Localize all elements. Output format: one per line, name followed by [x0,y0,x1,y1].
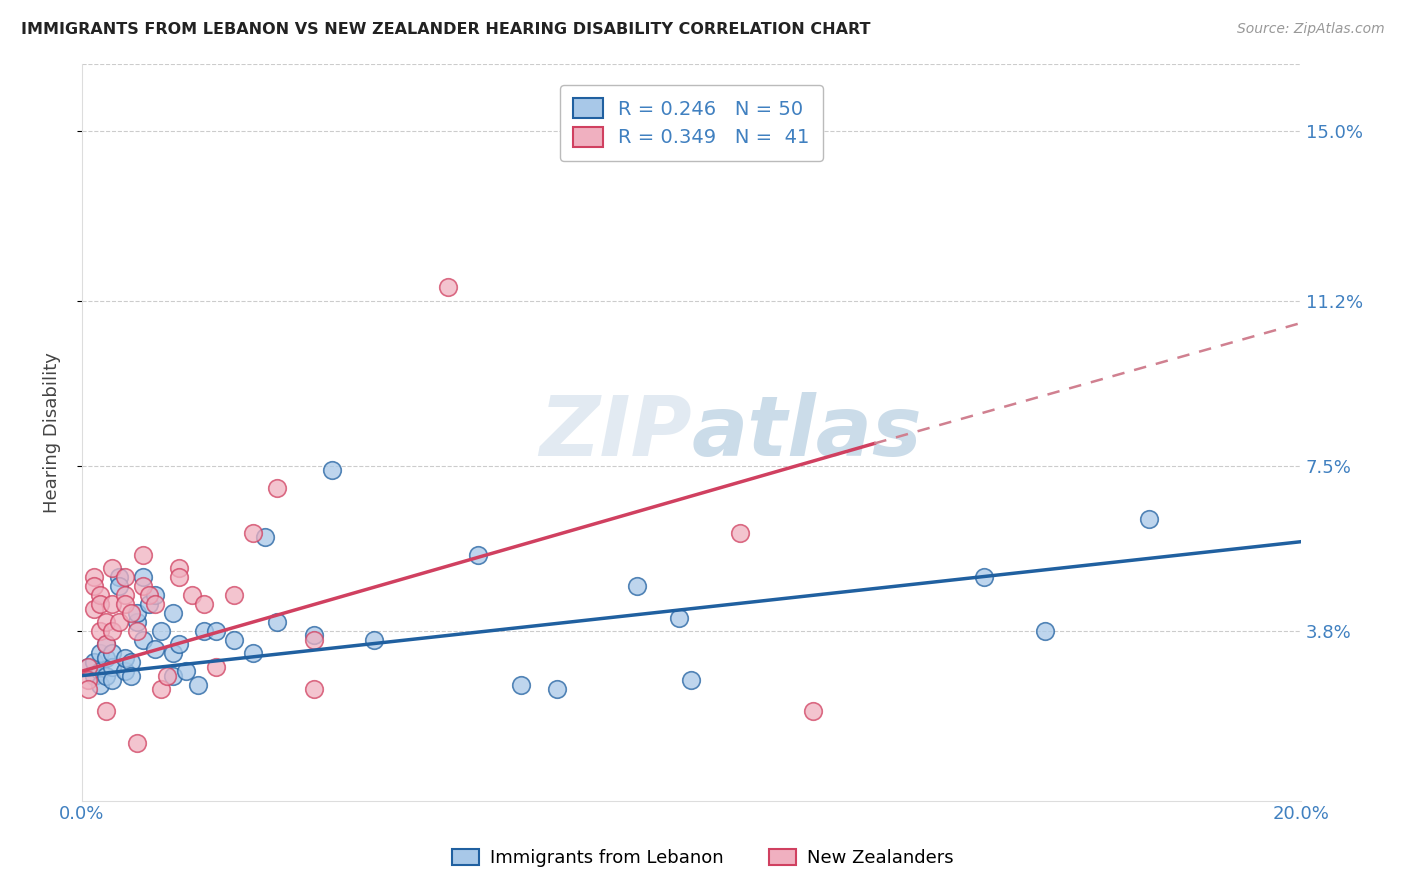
Text: ZIP: ZIP [538,392,692,473]
Point [169,561,191,575]
Point [77,659,100,673]
Point [801,704,824,718]
Point [96,615,118,629]
Point [321,463,343,477]
Point [162,646,184,660]
Point [546,681,568,696]
Point [125,735,148,749]
Point [101,597,124,611]
Point [626,579,648,593]
Legend: Immigrants from Lebanon, New Zealanders: Immigrants from Lebanon, New Zealanders [446,841,960,874]
Point [302,681,325,696]
Point [509,677,531,691]
Point [89,677,111,691]
Y-axis label: Hearing Disability: Hearing Disability [44,352,60,513]
Point [973,570,995,584]
Text: Source: ZipAtlas.com: Source: ZipAtlas.com [1237,22,1385,37]
Point [1033,624,1056,638]
Text: IMMIGRANTS FROM LEBANON VS NEW ZEALANDER HEARING DISABILITY CORRELATION CHART: IMMIGRANTS FROM LEBANON VS NEW ZEALANDER… [21,22,870,37]
Point [120,668,142,682]
Point [138,597,160,611]
Point [77,659,100,673]
Point [180,588,202,602]
Point [101,624,124,638]
Point [174,664,197,678]
Point [114,597,136,611]
Point [363,632,385,647]
Point [266,615,288,629]
Point [107,579,129,593]
Point [169,570,191,584]
Point [224,588,246,602]
Point [728,525,751,540]
Point [138,588,160,602]
Point [143,641,166,656]
Point [132,632,155,647]
Point [83,570,105,584]
Point [96,637,118,651]
Point [467,548,489,562]
Point [224,632,246,647]
Point [114,664,136,678]
Point [143,588,166,602]
Point [83,668,105,682]
Point [96,637,118,651]
Point [187,677,209,691]
Point [101,659,124,673]
Point [436,280,458,294]
Legend: R = 0.246   N = 50, R = 0.349   N =  41: R = 0.246 N = 50, R = 0.349 N = 41 [560,85,823,161]
Point [114,588,136,602]
Point [125,606,148,620]
Point [205,624,228,638]
Point [156,668,179,682]
Point [89,597,111,611]
Point [150,681,173,696]
Point [120,655,142,669]
Point [107,615,129,629]
Point [132,548,155,562]
Point [96,668,118,682]
Point [169,637,191,651]
Point [242,525,264,540]
Point [205,659,228,673]
Point [114,570,136,584]
Point [83,579,105,593]
Point [266,481,288,495]
Point [101,646,124,660]
Point [132,570,155,584]
Point [162,668,184,682]
Point [96,650,118,665]
Point [83,601,105,615]
Point [193,597,215,611]
Point [1137,512,1160,526]
Point [668,610,690,624]
Point [143,597,166,611]
Point [96,704,118,718]
Point [89,646,111,660]
Point [77,681,100,696]
Point [302,632,325,647]
Point [77,673,100,687]
Point [101,673,124,687]
Point [681,673,703,687]
Point [193,624,215,638]
Point [162,606,184,620]
Point [302,628,325,642]
Point [83,655,105,669]
Point [89,664,111,678]
Point [125,615,148,629]
Point [132,579,155,593]
Point [107,570,129,584]
Text: atlas: atlas [692,392,922,473]
Point [89,624,111,638]
Point [114,650,136,665]
Point [242,646,264,660]
Point [89,588,111,602]
Point [120,606,142,620]
Point [150,624,173,638]
Point [101,561,124,575]
Point [125,624,148,638]
Point [253,530,276,544]
